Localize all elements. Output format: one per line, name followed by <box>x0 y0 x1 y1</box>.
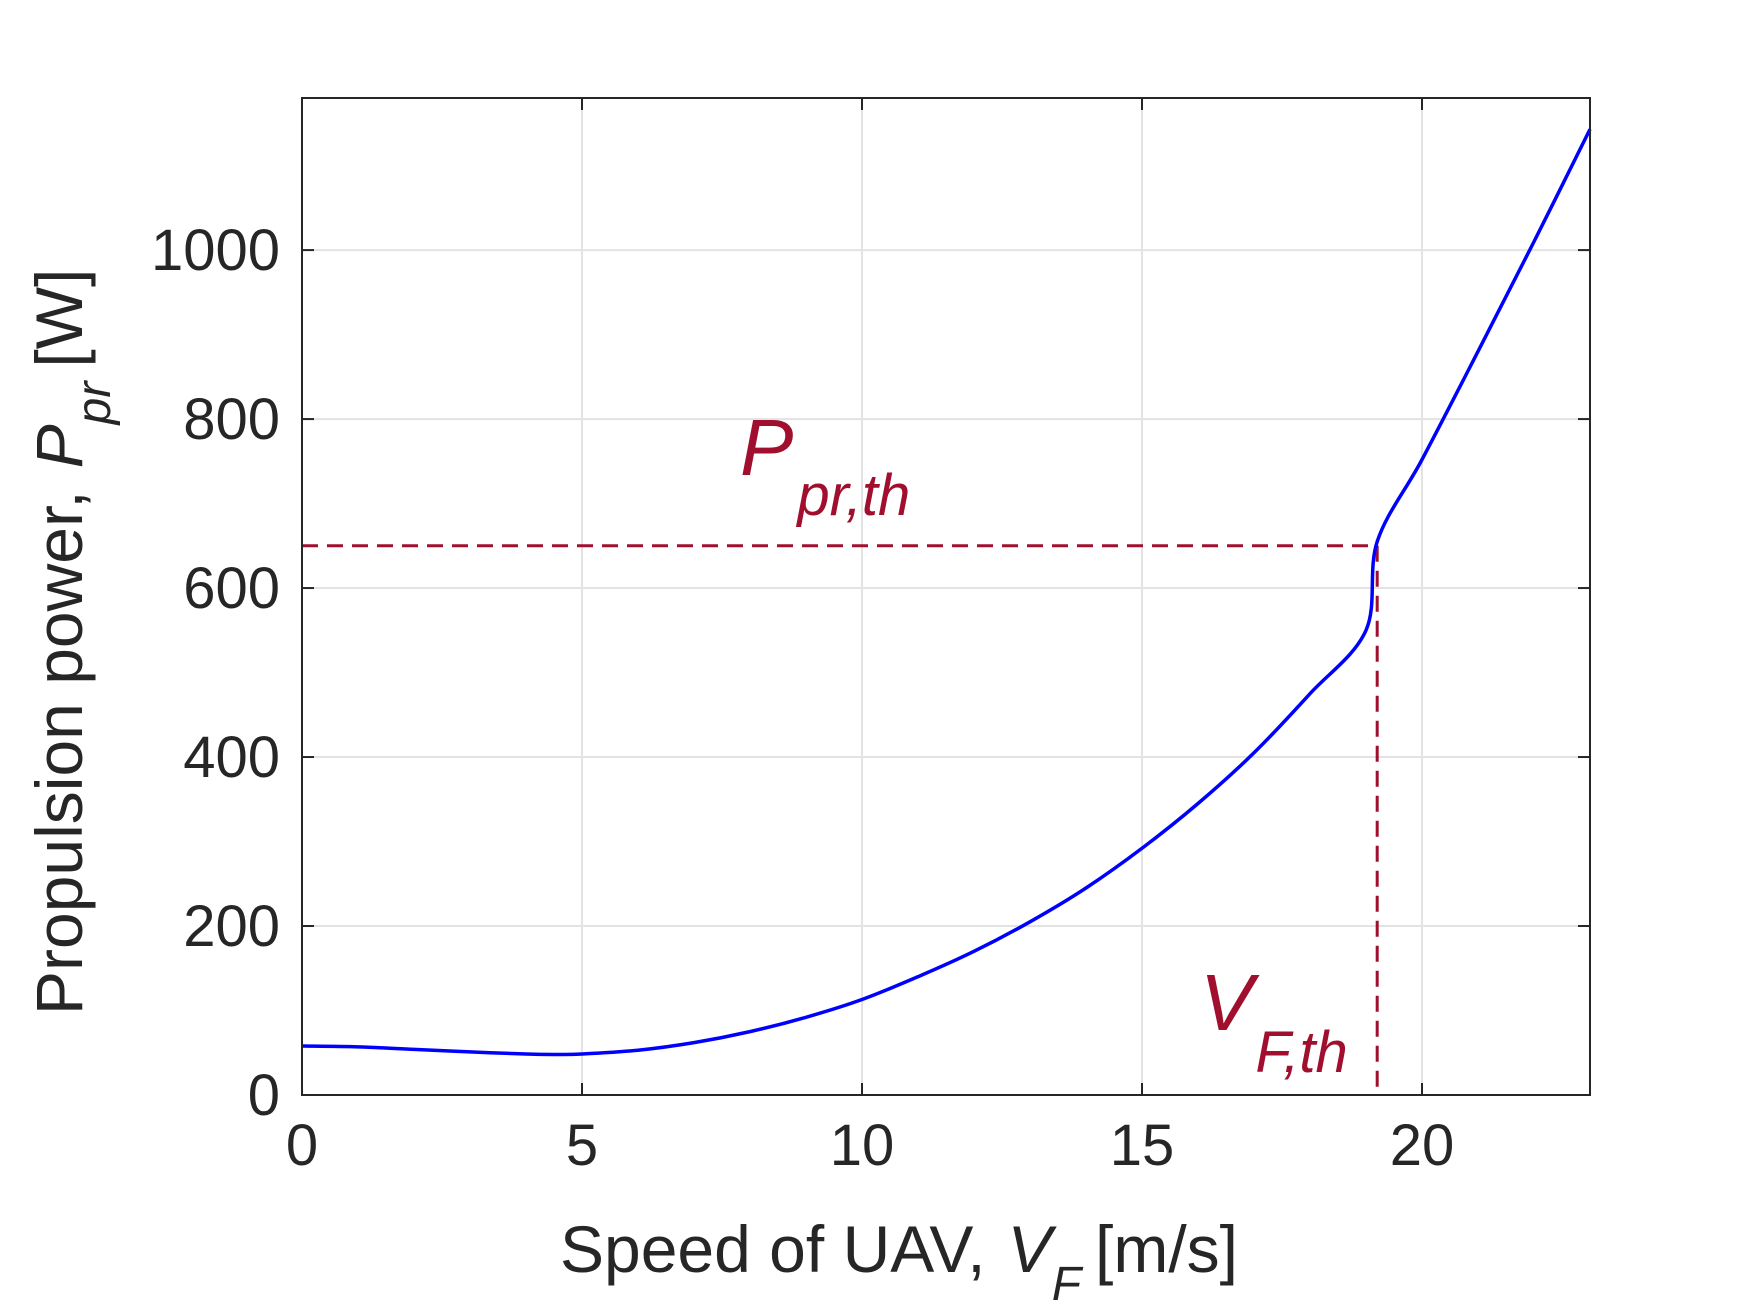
y-tick-label: 200 <box>183 894 280 959</box>
y-tick-label: 800 <box>183 387 280 452</box>
x-tick-label: 20 <box>1390 1113 1455 1178</box>
y-tick-label: 0 <box>248 1063 280 1128</box>
x-axis-title: Speed of UAV, VF [m/s] <box>560 1212 1238 1311</box>
x-tick-label: 0 <box>286 1113 318 1178</box>
axes-box <box>301 97 1591 1096</box>
y-tick-label: 400 <box>183 725 280 790</box>
threshold-lines <box>302 544 1379 1095</box>
series-layer <box>301 128 1592 1057</box>
x-tick-label: 5 <box>566 1113 598 1178</box>
y-axis-title: Propulsion power,Ppr[W] <box>22 269 121 1015</box>
x-tick-label: 15 <box>1110 1113 1175 1178</box>
y-tick-label: 600 <box>183 556 280 621</box>
x-tick-label: 10 <box>830 1113 895 1178</box>
grid-lines <box>302 98 1590 1095</box>
power-curve-line <box>301 128 1592 1057</box>
power-threshold-label: Ppr,th <box>740 403 910 528</box>
y-tick-label: 1000 <box>151 218 280 283</box>
speed-threshold-label: VF,th <box>1200 958 1348 1085</box>
